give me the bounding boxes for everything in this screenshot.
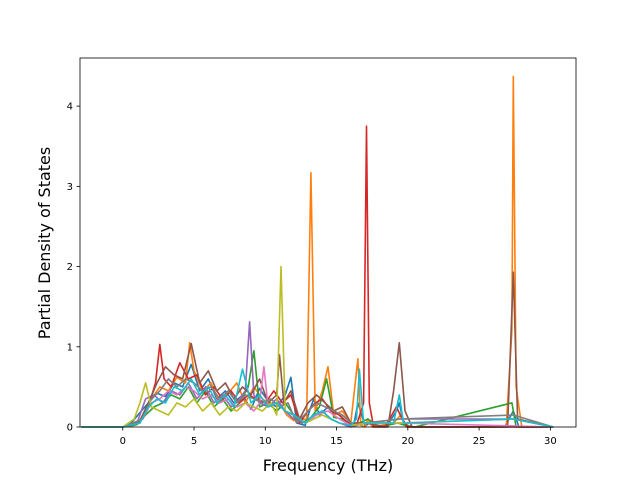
x-tick-label: 20 [401,436,414,447]
series-line-6 [81,271,554,428]
series-line-10 [81,368,554,428]
axes-frame [79,57,577,428]
series-line-7 [81,365,554,428]
x-tick-label: 5 [191,436,197,447]
y-tick-label: 3 [67,182,73,193]
x-axis-label: Frequency (THz) [263,456,393,475]
series-line-8 [81,378,554,428]
series-line-4 [81,125,554,428]
y-tick-label: 0 [67,423,73,434]
y-tick-label: 2 [67,262,73,273]
y-axis-label: Partial Density of States [35,147,54,339]
x-tick-label: 15 [330,436,343,447]
x-tick-label: 0 [120,436,126,447]
series-layer [81,75,554,428]
series-line-2 [81,75,554,428]
plot-frame [79,57,577,428]
tick-layer: 0 5 10 15 20 25 30 0 1 2 3 4 [67,102,557,447]
x-tick-label: 30 [544,436,557,447]
x-tick-label: 10 [259,436,272,447]
x-tick-label: 25 [473,436,486,447]
y-tick-label: 1 [67,342,73,353]
y-tick-label: 4 [67,102,73,113]
